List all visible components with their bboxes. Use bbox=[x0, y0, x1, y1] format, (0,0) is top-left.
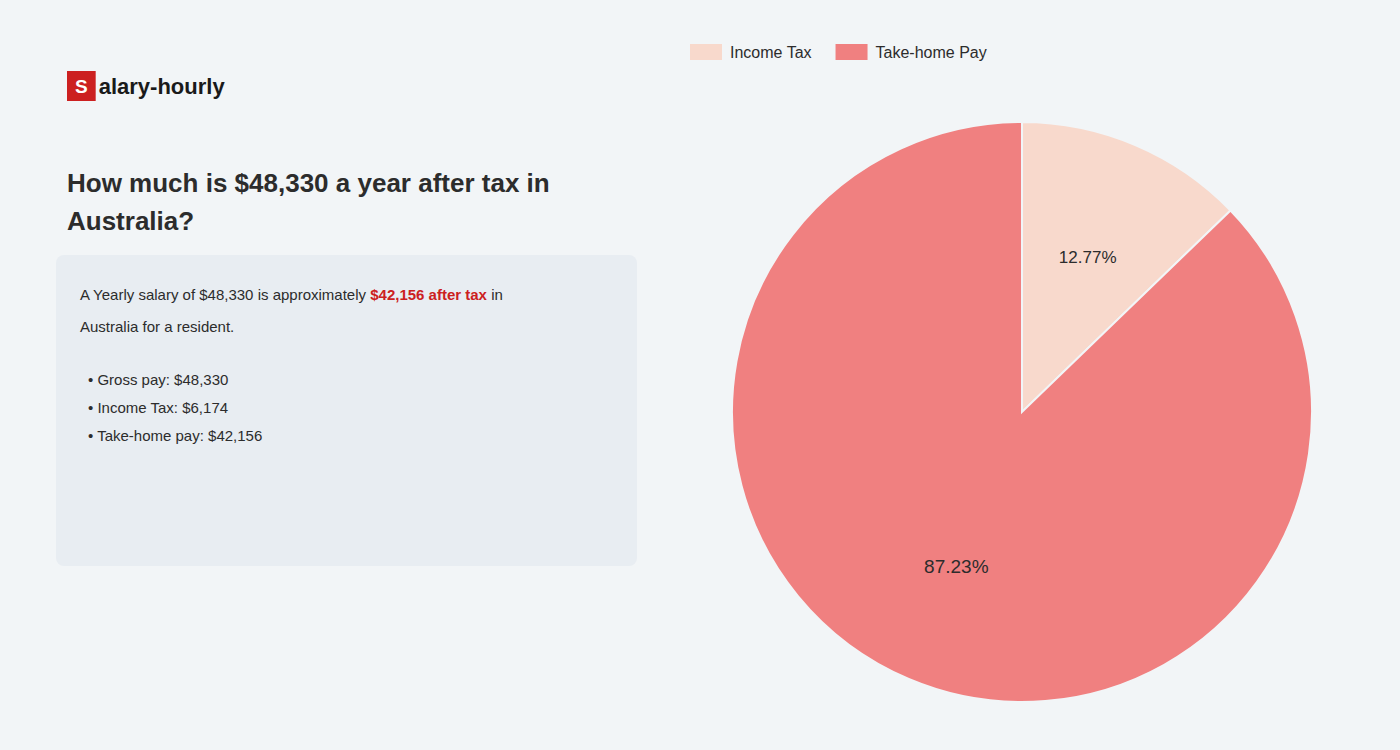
logo-letter: S bbox=[75, 76, 88, 97]
bullet-item: • Take-home pay: $42,156 bbox=[88, 427, 262, 444]
legend-swatch bbox=[836, 44, 868, 60]
pie-slice bbox=[732, 122, 1312, 702]
logo-box bbox=[67, 71, 96, 101]
logo: Salary-hourly bbox=[67, 71, 225, 101]
legend: Income Tax Take-home Pay bbox=[690, 44, 987, 61]
chart: Salary-hourly How much is $48,330 a year … bbox=[0, 0, 1400, 750]
body-line: Australia for a resident. bbox=[80, 318, 234, 335]
legend-label: Take-home Pay bbox=[876, 44, 987, 61]
logo-text: alary-hourly bbox=[99, 74, 226, 99]
legend-item: Take-home Pay bbox=[836, 44, 987, 61]
info-box bbox=[56, 255, 637, 566]
data-label: 87.23% bbox=[924, 556, 989, 577]
data-labels: 12.77% 87.23% bbox=[924, 248, 1116, 578]
pie bbox=[732, 122, 1312, 702]
body-line: A Yearly salary of $48,330 is approximat… bbox=[80, 286, 503, 303]
body-text: in bbox=[491, 286, 503, 303]
body-text: A Yearly salary of $48,330 is approximat… bbox=[80, 286, 367, 303]
legend-item: Income Tax bbox=[690, 44, 812, 61]
background bbox=[0, 0, 1400, 750]
highlight-text: $42,156 after tax bbox=[370, 286, 487, 303]
data-label: 12.77% bbox=[1059, 248, 1117, 267]
legend-label: Income Tax bbox=[730, 44, 812, 61]
bullet-item: • Income Tax: $6,174 bbox=[88, 399, 228, 416]
bullet-item: • Gross pay: $48,330 bbox=[88, 371, 228, 388]
title: How much is $48,330 a year after tax in A… bbox=[67, 168, 550, 236]
legend-swatch bbox=[690, 44, 722, 60]
title-line: Australia? bbox=[67, 206, 194, 236]
title-line: How much is $48,330 a year after tax in bbox=[67, 168, 550, 198]
